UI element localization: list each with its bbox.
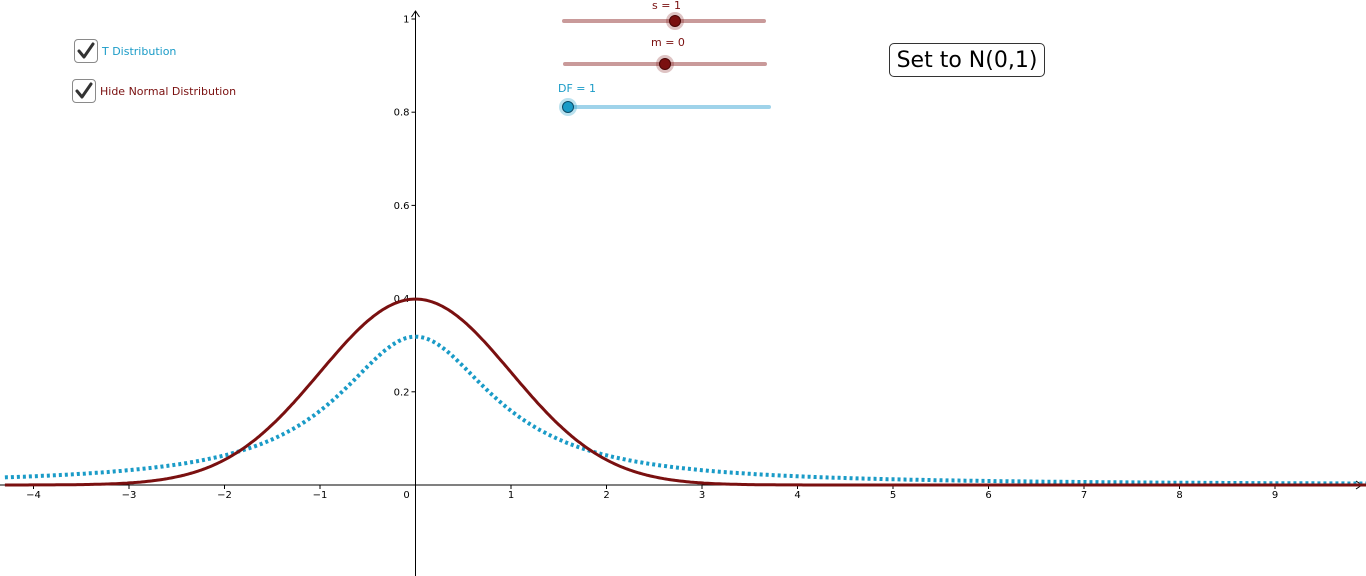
x-tick-label: 4 [794, 490, 800, 501]
x-tick-label: 5 [890, 490, 896, 501]
x-tick-label: 6 [985, 490, 991, 501]
y-tick-label: 1 [403, 15, 409, 26]
hide-normal-label: Hide Normal Distribution [100, 84, 237, 98]
x-tick-label: −4 [26, 490, 41, 501]
t-distribution-checkbox[interactable]: T Distribution [74, 39, 176, 63]
x-tick-label: 3 [699, 490, 705, 501]
x-tick-label: 0 [403, 490, 409, 501]
df-slider-caption: DF = 1 [558, 82, 597, 95]
normal-distribution-curve [4, 297, 1366, 487]
y-tick-label: 0.8 [394, 108, 410, 119]
df-slider[interactable]: DF = 1 [558, 80, 774, 116]
s-slider-track[interactable] [562, 19, 766, 23]
df-slider-track[interactable] [568, 105, 771, 109]
y-tick-label: 0.2 [394, 387, 410, 398]
x-tick-label: 7 [1081, 490, 1087, 501]
x-tick-label: 2 [603, 490, 609, 501]
hide-normal-checkbox[interactable]: Hide Normal Distribution [72, 79, 236, 103]
curves [4, 297, 1366, 487]
m-slider-caption: m = 0 [651, 36, 685, 49]
s-slider[interactable]: s = 1 [562, 0, 772, 30]
x-tick-label: −2 [217, 490, 232, 501]
s-slider-knob[interactable] [669, 15, 681, 27]
y-tick-label: 0.6 [394, 201, 410, 212]
t-distribution-label: T Distribution [102, 44, 177, 58]
x-tick-label: 1 [508, 490, 514, 501]
s-slider-caption: s = 1 [652, 0, 681, 12]
t-distribution-curve [4, 334, 1366, 486]
x-tick-label: 8 [1176, 490, 1182, 501]
y-axis-arrow-icon [411, 10, 420, 18]
x-tick-label: −1 [313, 490, 328, 501]
set-to-standard-normal-button[interactable]: Set to N(0,1) [889, 43, 1045, 77]
x-tick-label: 9 [1272, 490, 1278, 501]
df-slider-knob[interactable] [562, 101, 574, 113]
m-slider[interactable]: m = 0 [563, 36, 773, 73]
x-tick-label: −3 [122, 490, 137, 501]
checkbox-box[interactable] [74, 39, 98, 63]
checkmark-icon [75, 82, 93, 99]
checkbox-box[interactable] [72, 79, 96, 103]
checkmark-icon [77, 42, 95, 59]
m-slider-knob[interactable] [659, 58, 671, 70]
